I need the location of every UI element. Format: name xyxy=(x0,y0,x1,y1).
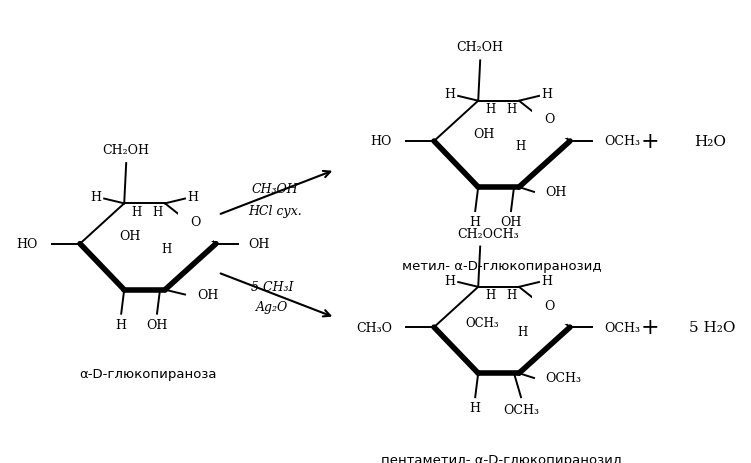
Text: OCH₃: OCH₃ xyxy=(545,372,581,385)
Text: H: H xyxy=(445,88,456,101)
Text: +: + xyxy=(641,316,659,338)
Text: O: O xyxy=(190,216,201,229)
Text: H: H xyxy=(188,191,198,204)
Text: 5 CH₃I: 5 CH₃I xyxy=(251,281,293,294)
Text: O: O xyxy=(544,299,555,312)
Text: H: H xyxy=(517,326,527,339)
Text: OH: OH xyxy=(197,288,219,301)
Text: H: H xyxy=(541,88,553,101)
Text: OCH₃: OCH₃ xyxy=(604,135,640,148)
Text: OH: OH xyxy=(146,318,167,331)
Text: OH: OH xyxy=(473,127,495,140)
Text: H₂O: H₂O xyxy=(694,135,726,149)
Text: H: H xyxy=(161,243,171,256)
Text: OCH₃: OCH₃ xyxy=(604,321,640,334)
Text: HCl сух.: HCl сух. xyxy=(248,204,302,217)
Text: +: + xyxy=(641,131,659,153)
Text: CH₃O: CH₃O xyxy=(356,321,392,334)
Text: 5 H₂O: 5 H₂O xyxy=(689,320,735,334)
Text: OCH₃: OCH₃ xyxy=(503,403,539,416)
Text: HO: HO xyxy=(17,238,38,250)
Text: H: H xyxy=(485,103,496,116)
Text: CH₃OH: CH₃OH xyxy=(252,182,298,195)
Text: H: H xyxy=(515,140,525,153)
Text: H: H xyxy=(445,274,456,287)
Text: CH₂OCH₃: CH₂OCH₃ xyxy=(457,227,519,240)
Text: OH: OH xyxy=(545,186,566,199)
Text: α-D-глюкопираноза: α-D-глюкопираноза xyxy=(80,367,217,380)
Text: OCH₃: OCH₃ xyxy=(465,316,499,329)
Text: OH: OH xyxy=(248,238,270,250)
Text: H: H xyxy=(152,205,162,218)
Text: HO: HO xyxy=(371,135,392,148)
Text: CH₂OH: CH₂OH xyxy=(103,144,149,157)
Text: O: O xyxy=(544,113,555,126)
Text: H: H xyxy=(485,288,496,301)
Text: H: H xyxy=(91,191,101,204)
Text: пентаметил- α-D-глюкопиранозид: пентаметил- α-D-глюкопиранозид xyxy=(382,453,623,463)
Text: OH: OH xyxy=(500,216,522,229)
Text: O: O xyxy=(544,113,555,126)
Text: O: O xyxy=(190,216,201,229)
Text: метил- α-D-глюкопиранозид: метил- α-D-глюкопиранозид xyxy=(403,260,602,273)
Text: H: H xyxy=(506,288,516,301)
Text: CH₂OH: CH₂OH xyxy=(457,41,504,54)
Text: H: H xyxy=(506,103,516,116)
Text: H: H xyxy=(131,205,141,218)
Text: H: H xyxy=(469,401,481,414)
Text: Ag₂O: Ag₂O xyxy=(256,300,288,313)
Text: O: O xyxy=(544,299,555,312)
Text: H: H xyxy=(116,318,127,331)
Text: H: H xyxy=(469,216,481,229)
Text: OH: OH xyxy=(119,230,140,243)
Text: H: H xyxy=(541,274,553,287)
